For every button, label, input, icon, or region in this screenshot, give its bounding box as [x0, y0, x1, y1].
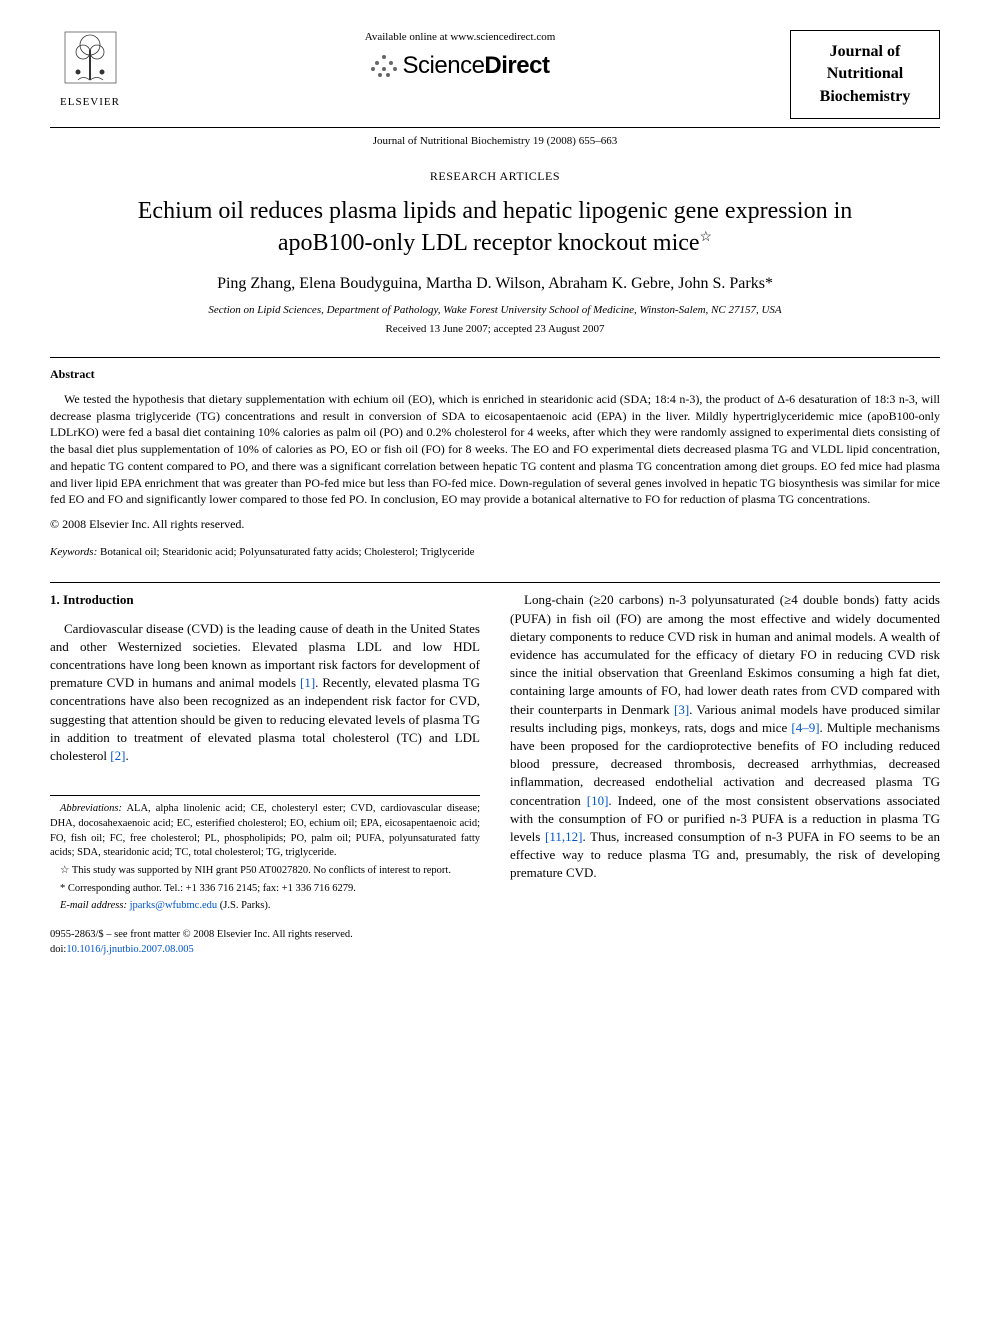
title-footnote-star-icon: ☆ [700, 230, 713, 245]
citation-ref-1[interactable]: [1] [300, 675, 315, 690]
divider [50, 357, 940, 358]
sciencedirect-wordmark: ScienceDirect [403, 49, 550, 83]
email-label: E-mail address: [60, 900, 130, 911]
title-line1: Echium oil reduces plasma lipids and hep… [138, 198, 852, 224]
doi-label: doi: [50, 944, 66, 955]
header-bar: ELSEVIER Available online at www.science… [50, 30, 940, 128]
keywords-label: Keywords: [50, 546, 97, 558]
doi-block: 0955-2863/$ – see front matter © 2008 El… [50, 928, 480, 957]
article-title: Echium oil reduces plasma lipids and hep… [50, 196, 940, 258]
title-line2: apoB100-only LDL receptor knockout mice [278, 230, 700, 256]
citation-ref-11-12[interactable]: [11,12] [545, 829, 582, 844]
elsevier-tree-icon [50, 30, 130, 93]
abbrev-label: Abbreviations: [60, 803, 122, 814]
funding-footnote: ☆ This study was supported by NIH grant … [50, 864, 480, 879]
two-column-body: 1. Introduction Cardiovascular disease (… [50, 591, 940, 957]
dates-line: Received 13 June 2007; accepted 23 Augus… [50, 322, 940, 337]
publisher-name: ELSEVIER [50, 95, 130, 110]
abstract-label: Abstract [50, 366, 940, 383]
email-suffix: (J.S. Parks). [217, 900, 270, 911]
keywords-text: Botanical oil; Stearidonic acid; Polyuns… [97, 546, 474, 558]
intro-text-1c: . [125, 748, 128, 763]
journal-name-line1: Journal of [796, 41, 934, 63]
affiliation: Section on Lipid Sciences, Department of… [50, 303, 940, 318]
journal-name-line2: Nutritional [796, 63, 934, 85]
footnotes-block: Abbreviations: ALA, alpha linolenic acid… [50, 795, 480, 914]
sciencedirect-logo: ScienceDirect [130, 49, 790, 83]
left-column: 1. Introduction Cardiovascular disease (… [50, 591, 480, 957]
citation-ref-2[interactable]: [2] [110, 748, 125, 763]
citation-ref-3[interactable]: [3] [674, 702, 689, 717]
intro-paragraph-2: Long-chain (≥20 carbons) n-3 polyunsatur… [510, 591, 940, 882]
journal-name-line3: Biochemistry [796, 86, 934, 108]
journal-title-box: Journal of Nutritional Biochemistry [790, 30, 940, 119]
right-column: Long-chain (≥20 carbons) n-3 polyunsatur… [510, 591, 940, 957]
doi-line: doi:10.1016/j.jnutbio.2007.08.005 [50, 943, 480, 958]
email-line: E-mail address: jparks@wfubmc.edu (J.S. … [50, 899, 480, 914]
citation-line: Journal of Nutritional Biochemistry 19 (… [50, 134, 940, 149]
issn-line: 0955-2863/$ – see front matter © 2008 El… [50, 928, 480, 943]
sciencedirect-dots-icon [371, 53, 397, 79]
doi-link[interactable]: 10.1016/j.jnutbio.2007.08.005 [66, 944, 193, 955]
authors-line: Ping Zhang, Elena Boudyguina, Martha D. … [50, 273, 940, 295]
available-online-text: Available online at www.sciencedirect.co… [130, 30, 790, 45]
corresponding-email[interactable]: jparks@wfubmc.edu [130, 900, 218, 911]
abstract-text: We tested the hypothesis that dietary su… [50, 391, 940, 509]
citation-ref-10[interactable]: [10] [587, 793, 609, 808]
divider [50, 582, 940, 583]
abstract-copyright: © 2008 Elsevier Inc. All rights reserved… [50, 516, 940, 533]
sd-text-bold: Direct [484, 52, 549, 79]
intro-paragraph-1: Cardiovascular disease (CVD) is the lead… [50, 620, 480, 766]
corresponding-author-footnote: * Corresponding author. Tel.: +1 336 716… [50, 882, 480, 897]
article-type: RESEARCH ARTICLES [50, 168, 940, 185]
sd-text-light: Science [403, 52, 485, 79]
abbreviations-line: Abbreviations: ALA, alpha linolenic acid… [50, 802, 480, 861]
keywords-line: Keywords: Botanical oil; Stearidonic aci… [50, 545, 940, 560]
section-heading-intro: 1. Introduction [50, 591, 480, 609]
center-header: Available online at www.sciencedirect.co… [130, 30, 790, 83]
intro-text-2a: Long-chain (≥20 carbons) n-3 polyunsatur… [510, 592, 940, 716]
citation-ref-4-9[interactable]: [4–9] [791, 720, 819, 735]
publisher-logo: ELSEVIER [50, 30, 130, 110]
